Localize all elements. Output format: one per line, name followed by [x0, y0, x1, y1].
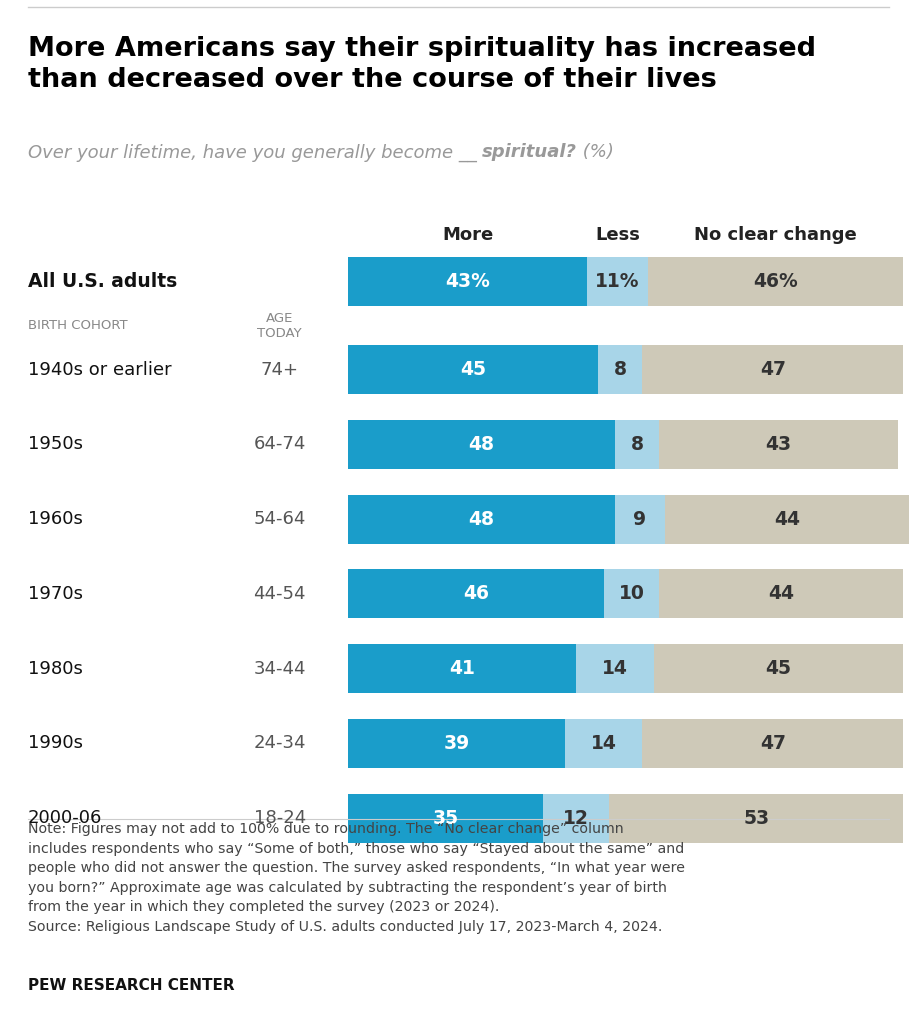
Text: 46%: 46%	[753, 272, 798, 291]
Bar	[348, 719, 565, 768]
Text: 34-44: 34-44	[253, 659, 306, 678]
Bar	[643, 345, 903, 394]
Text: AGE
TODAY: AGE TODAY	[258, 311, 302, 340]
Text: All U.S. adults: All U.S. adults	[28, 272, 177, 291]
Bar	[587, 257, 648, 306]
Text: 18-24: 18-24	[254, 809, 305, 827]
Bar	[603, 569, 659, 618]
Text: 14: 14	[602, 659, 628, 678]
Text: 1940s or earlier: 1940s or earlier	[28, 360, 171, 379]
Text: 8: 8	[631, 435, 644, 454]
Text: Less: Less	[595, 225, 640, 244]
Bar	[598, 345, 643, 394]
Bar	[665, 495, 909, 544]
Text: More Americans say their spirituality has increased
than decreased over the cour: More Americans say their spirituality ha…	[28, 36, 815, 93]
Text: 1990s: 1990s	[28, 734, 83, 753]
Text: 45: 45	[766, 659, 791, 678]
Bar	[348, 794, 543, 843]
Bar	[348, 345, 598, 394]
Text: (%): (%)	[577, 143, 614, 162]
Text: 10: 10	[618, 585, 645, 603]
Bar	[614, 420, 659, 469]
Text: 43: 43	[766, 435, 791, 454]
Text: BIRTH COHORT: BIRTH COHORT	[28, 319, 127, 332]
Text: 1960s: 1960s	[28, 510, 83, 528]
Bar	[565, 719, 643, 768]
Bar	[348, 644, 576, 693]
Text: 47: 47	[760, 734, 786, 753]
Text: 14: 14	[591, 734, 616, 753]
Bar	[576, 644, 654, 693]
Text: 35: 35	[433, 809, 458, 827]
Text: spiritual?: spiritual?	[482, 143, 577, 162]
Text: 1980s: 1980s	[28, 659, 83, 678]
Text: 46: 46	[463, 585, 489, 603]
Text: 43%: 43%	[446, 272, 491, 291]
Text: Over your lifetime, have you generally become __: Over your lifetime, have you generally b…	[28, 143, 482, 162]
Bar	[543, 794, 609, 843]
Text: 41: 41	[449, 659, 475, 678]
Bar	[348, 420, 614, 469]
Text: More: More	[442, 225, 493, 244]
Bar	[609, 794, 903, 843]
Text: 24-34: 24-34	[253, 734, 306, 753]
Text: 54-64: 54-64	[253, 510, 306, 528]
Text: 9: 9	[633, 510, 646, 528]
Text: No clear change: No clear change	[694, 225, 857, 244]
Bar	[348, 569, 603, 618]
Text: 44-54: 44-54	[253, 585, 306, 603]
Text: 39: 39	[444, 734, 470, 753]
Bar	[654, 644, 903, 693]
Text: 11%: 11%	[595, 272, 640, 291]
Text: PEW RESEARCH CENTER: PEW RESEARCH CENTER	[28, 978, 234, 993]
Text: 8: 8	[613, 360, 627, 379]
Text: 48: 48	[469, 510, 494, 528]
Text: 74+: 74+	[260, 360, 299, 379]
Bar	[614, 495, 665, 544]
Text: 44: 44	[774, 510, 800, 528]
Text: 2000-06: 2000-06	[28, 809, 102, 827]
Bar	[648, 257, 903, 306]
Bar	[348, 495, 614, 544]
Text: 53: 53	[743, 809, 769, 827]
Text: 12: 12	[563, 809, 589, 827]
Text: 64-74: 64-74	[253, 435, 306, 454]
Bar	[643, 719, 903, 768]
Text: 1950s: 1950s	[28, 435, 83, 454]
Text: 45: 45	[460, 360, 486, 379]
Text: 48: 48	[469, 435, 494, 454]
Bar	[348, 257, 587, 306]
Text: 47: 47	[760, 360, 786, 379]
Text: 1970s: 1970s	[28, 585, 83, 603]
Bar	[659, 420, 898, 469]
Bar	[659, 569, 903, 618]
Text: 44: 44	[768, 585, 794, 603]
Text: Note: Figures may not add to 100% due to rounding. The “No clear change” column
: Note: Figures may not add to 100% due to…	[28, 822, 684, 934]
